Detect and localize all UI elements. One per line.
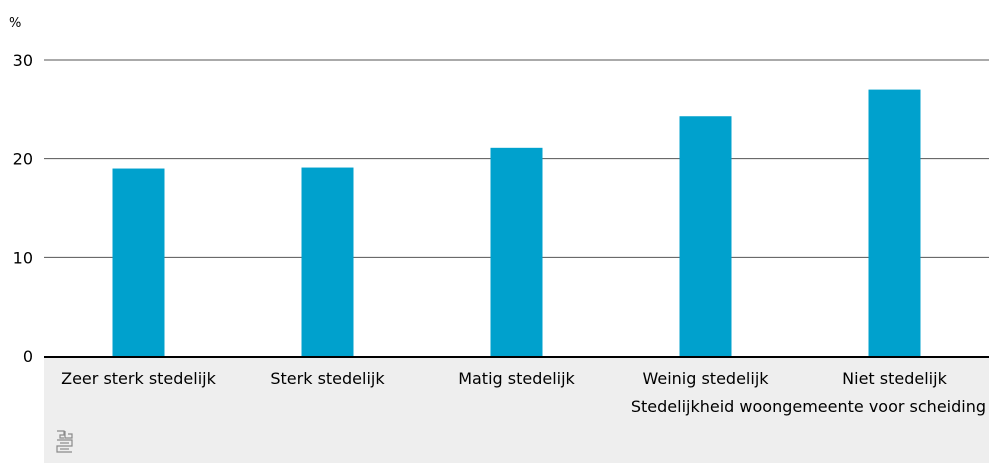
bar <box>301 167 354 356</box>
x-tick-label: Matig stedelijk <box>458 369 575 388</box>
x-axis-band <box>44 358 989 463</box>
y-tick-label: 10 <box>13 248 33 267</box>
x-tick-label: Zeer sterk stedelijk <box>61 369 216 388</box>
x-tick-label: Niet stedelijk <box>842 369 947 388</box>
x-tick-label: Sterk stedelijk <box>270 369 385 388</box>
x-axis-title: Stedelijkheid woongemeente voor scheidin… <box>630 397 986 416</box>
cbs-logo-icon <box>56 430 73 453</box>
bar <box>112 168 165 356</box>
bars <box>112 89 921 357</box>
x-tick-label: Weinig stedelijk <box>642 369 769 388</box>
bar <box>490 147 543 356</box>
y-tick-label: 0 <box>23 347 33 366</box>
y-tick-labels: 0 10 20 30 <box>13 51 33 366</box>
y-axis-label: % <box>9 16 22 31</box>
x-tick-labels: Zeer sterk stedelijk Sterk stedelijk Matig… <box>61 369 947 388</box>
bar <box>868 89 921 356</box>
bar <box>679 116 732 357</box>
y-tick-label: 30 <box>13 51 33 70</box>
y-tick-label: 20 <box>13 150 33 169</box>
